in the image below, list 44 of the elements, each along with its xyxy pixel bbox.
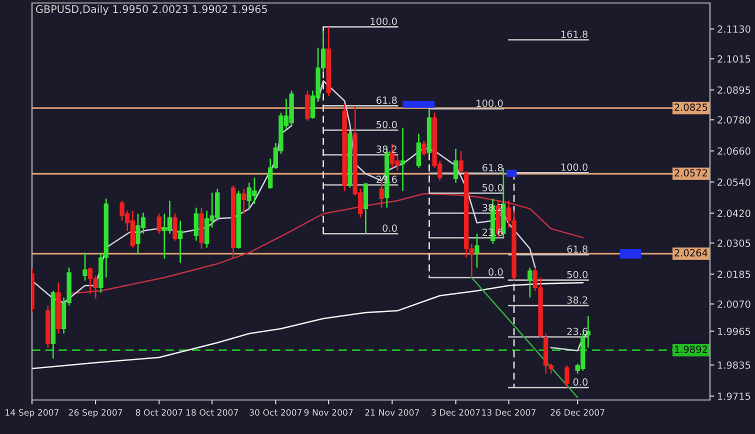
annotation: 61.8 — [482, 164, 503, 172]
chart-title: GBPUSD,Daily 1.9950 2.0023 1.9902 1.9965 — [36, 4, 267, 16]
x-tick-label: 18 Oct 2007 — [186, 409, 238, 416]
x-tick-label: 9 Nov 2007 — [304, 409, 353, 416]
annotation: 61.8 — [376, 96, 397, 104]
ref-line-label: 2.0825 — [674, 104, 708, 111]
annotation: 23.6 — [482, 228, 503, 236]
ref-line-label: 2.0572 — [674, 169, 707, 177]
y-tick-label: 2.1015 — [718, 55, 750, 63]
x-tick-label: 8 Oct 2007 — [136, 409, 182, 416]
annotation: 161.8 — [561, 30, 588, 38]
y-tick-label: 1.9965 — [718, 328, 750, 336]
y-tick-label: 2.0540 — [718, 178, 750, 186]
annotation: 100.0 — [561, 163, 588, 171]
annotation: 61.8 — [567, 245, 588, 253]
x-tick-label: 3 Dec 2007 — [432, 409, 480, 416]
annotation: 50.0 — [567, 270, 588, 278]
x-tick-label: 21 Nov 2007 — [365, 409, 420, 416]
ref-line-label: 1.9892 — [675, 346, 707, 353]
annotation: 100.0 — [370, 18, 397, 25]
y-tick-label: 2.0070 — [718, 300, 750, 308]
y-tick-label: 2.0660 — [718, 147, 750, 155]
y-tick-label: 2.0305 — [718, 239, 750, 247]
x-tick-label: 26 Dec 2007 — [550, 409, 604, 416]
y-tick-label: 1.9835 — [718, 361, 750, 369]
x-tick-label: 30 Oct 2007 — [250, 409, 302, 416]
annotation: 0.0 — [382, 224, 397, 232]
x-tick-label: 26 Sep 2007 — [68, 409, 122, 418]
y-tick-label: 2.0780 — [718, 116, 750, 124]
annotation: 38.2 — [567, 296, 588, 304]
annotation: 23.6 — [567, 328, 588, 336]
annotation: 100.0 — [476, 100, 503, 107]
x-tick-label: 14 Sep 2007 — [6, 409, 59, 418]
annotation: 0.0 — [573, 378, 588, 386]
ref-line-label: 2.0264 — [674, 249, 708, 256]
y-tick-label: 2.1130 — [718, 25, 750, 33]
y-tick-label: 2.0420 — [718, 210, 750, 218]
annotation: 50.0 — [376, 120, 397, 128]
annotation: 0.0 — [488, 268, 503, 276]
y-tick-label: 2.0895 — [718, 86, 750, 94]
y-tick-label: 2.0185 — [718, 270, 750, 278]
annotation: 38.2 — [482, 204, 502, 212]
x-tick-label: 13 Dec 2007 — [482, 409, 536, 416]
y-tick-label: 1.9715 — [718, 392, 750, 400]
